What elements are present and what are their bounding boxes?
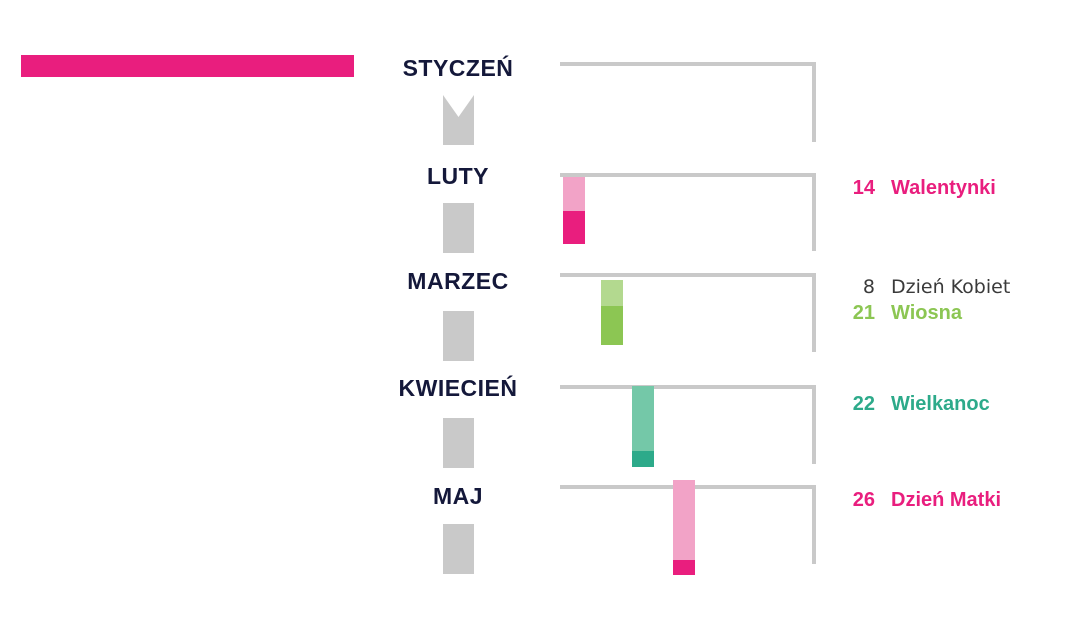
month-label-styczen: STYCZEŃ bbox=[402, 55, 514, 81]
month-connector bbox=[443, 203, 474, 253]
event-day: 26 bbox=[852, 489, 875, 511]
event-day: 21 bbox=[852, 302, 875, 324]
month-label-maj: MAJ bbox=[432, 483, 484, 509]
event-day: 22 bbox=[852, 393, 875, 415]
chevron-down-icon bbox=[443, 95, 474, 145]
event-wiosna: 21 Wiosna bbox=[840, 302, 962, 325]
event-walentynki: 14 Walentynki bbox=[840, 177, 996, 200]
month-label-marzec: MARZEC bbox=[407, 268, 509, 294]
event-bar-dzien-matki bbox=[673, 560, 695, 575]
pink-accent-bar bbox=[21, 55, 354, 77]
event-name: Dzień Matki bbox=[891, 489, 1002, 511]
event-name: Wiosna bbox=[891, 302, 962, 324]
event-bar-walentynki-light bbox=[563, 177, 585, 211]
month-frame-luty bbox=[560, 173, 816, 251]
event-bar-wielkanoc-light bbox=[632, 386, 654, 451]
event-bar-dzien-matki-light bbox=[673, 480, 695, 560]
event-bar-wiosna bbox=[601, 306, 623, 345]
event-name: Wielkanoc bbox=[891, 393, 990, 415]
event-name: Walentynki bbox=[891, 177, 996, 199]
month-frame-styczen bbox=[560, 62, 816, 142]
event-wielkanoc: 22 Wielkanoc bbox=[840, 393, 990, 416]
month-connector bbox=[443, 418, 474, 468]
month-label-kwiecien: KWIECIEŃ bbox=[398, 375, 518, 401]
month-connector bbox=[443, 524, 474, 574]
month-frame-kwiecien bbox=[560, 385, 816, 464]
event-name: Dzień Kobiet bbox=[891, 276, 1011, 298]
event-day: 8 bbox=[862, 276, 875, 298]
month-frame-marzec bbox=[560, 273, 816, 352]
event-dzien-matki: 26 Dzień Matki bbox=[840, 489, 1001, 512]
event-bar-walentynki bbox=[563, 211, 585, 244]
event-bar-wiosna-light bbox=[601, 280, 623, 306]
event-bar-wielkanoc bbox=[632, 451, 654, 467]
month-connector bbox=[443, 311, 474, 361]
event-dzien-kobiet: 8 Dzień Kobiet bbox=[840, 276, 1010, 298]
month-label-luty: LUTY bbox=[426, 163, 490, 189]
event-day: 14 bbox=[852, 177, 875, 199]
